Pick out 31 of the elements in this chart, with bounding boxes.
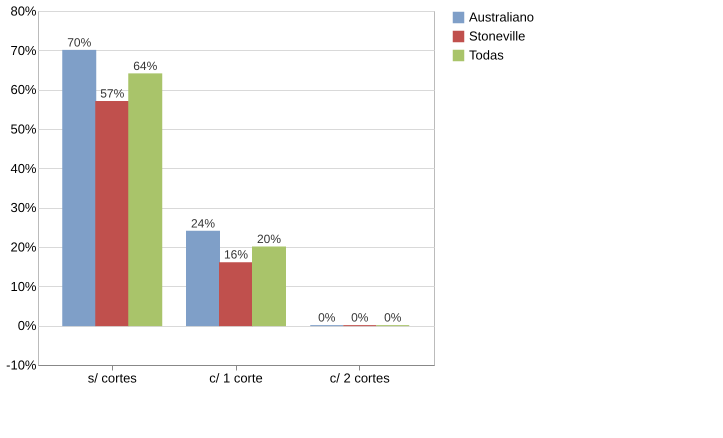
data-label: 0% (384, 310, 402, 325)
y-tick-label: 30% (10, 200, 37, 216)
data-label: 0% (318, 310, 336, 325)
legend-label: Stoneville (469, 28, 526, 44)
bar (186, 230, 220, 326)
data-label: 16% (224, 248, 248, 262)
y-tick-label: 80% (10, 4, 37, 18)
data-label: 64% (133, 58, 158, 73)
y-tick-label: 10% (10, 278, 37, 294)
data-label: 24% (190, 216, 216, 230)
y-tick-label: 20% (10, 240, 37, 254)
legend-label: Australiano (469, 10, 534, 24)
data-label: 20% (256, 232, 282, 246)
bar (219, 262, 253, 326)
x-tick-label: s/ cortes (88, 370, 138, 386)
x-tick-label: c/ 2 cortes (330, 370, 390, 386)
bar (128, 73, 162, 326)
y-tick-label: 70% (10, 42, 37, 58)
data-label: 57% (100, 86, 125, 100)
bar (252, 246, 286, 326)
y-tick-label: -10% (6, 358, 37, 372)
y-tick-label: 50% (10, 122, 37, 136)
bar (95, 100, 130, 326)
bar (62, 50, 96, 326)
y-tick-label: 0% (18, 318, 37, 334)
data-label: 70% (67, 35, 92, 50)
data-label: 0% (351, 310, 369, 325)
y-tick-label: 40% (10, 160, 37, 176)
x-tick-label: c/ 1 corte (209, 370, 263, 386)
y-tick-label: 60% (10, 82, 37, 98)
legend-label: Todas (469, 48, 504, 62)
